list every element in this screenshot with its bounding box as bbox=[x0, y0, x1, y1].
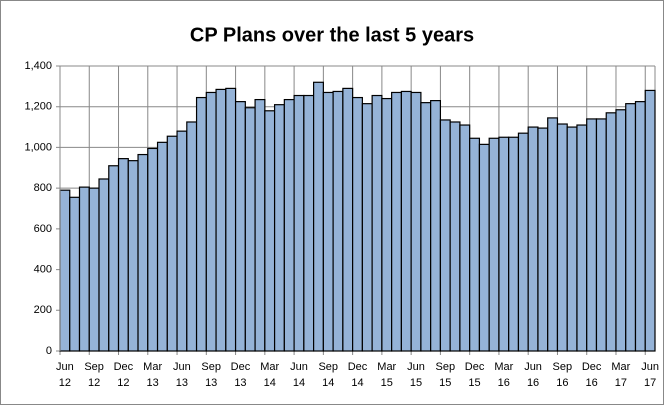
bar bbox=[634, 101, 646, 352]
bar bbox=[625, 103, 637, 352]
x-tick-label: Jun 17 bbox=[641, 361, 659, 389]
bar bbox=[537, 127, 549, 352]
bar bbox=[459, 124, 471, 352]
bar bbox=[605, 112, 617, 352]
x-tick-label: Dec 16 bbox=[582, 361, 602, 389]
bar bbox=[147, 147, 159, 352]
bar bbox=[332, 90, 344, 352]
y-tick-label: 1,000 bbox=[24, 141, 52, 153]
x-tick-label: Mar 17 bbox=[611, 361, 630, 389]
x-tick-label: Sep 13 bbox=[201, 361, 221, 389]
bar bbox=[644, 89, 656, 352]
bar bbox=[371, 94, 383, 352]
x-tick-label: Sep 12 bbox=[84, 361, 104, 389]
y-tick-label: 200 bbox=[34, 304, 52, 316]
y-tick-label: 600 bbox=[34, 223, 52, 235]
bar bbox=[615, 109, 627, 352]
bar bbox=[205, 91, 217, 352]
x-tick-label: Jun 12 bbox=[56, 361, 74, 389]
bar bbox=[156, 141, 168, 352]
y-tick-label: 800 bbox=[34, 182, 52, 194]
bar bbox=[508, 136, 520, 352]
bar bbox=[117, 158, 129, 352]
x-tick-label: Sep 14 bbox=[318, 361, 338, 389]
bar bbox=[498, 136, 510, 352]
bar bbox=[586, 118, 598, 352]
bar bbox=[98, 178, 110, 352]
bar bbox=[244, 107, 256, 352]
bar bbox=[361, 103, 373, 352]
bar bbox=[313, 81, 324, 352]
bar bbox=[186, 121, 198, 352]
x-tick-label: Sep 16 bbox=[553, 361, 573, 389]
bar bbox=[166, 135, 178, 352]
y-tick-label: 1,200 bbox=[24, 101, 52, 113]
bar bbox=[342, 87, 354, 352]
x-tick-label: Mar 13 bbox=[143, 361, 162, 389]
bar bbox=[352, 96, 363, 352]
bar bbox=[391, 91, 402, 352]
bar bbox=[381, 97, 393, 352]
x-tick-label: Jun 14 bbox=[290, 361, 308, 389]
bar bbox=[293, 94, 305, 352]
x-tick-label: Mar 16 bbox=[494, 361, 513, 389]
bar bbox=[439, 119, 451, 352]
bar bbox=[78, 186, 90, 352]
bar bbox=[566, 126, 578, 352]
chart-title: CP Plans over the last 5 years bbox=[190, 24, 474, 46]
bar bbox=[215, 88, 227, 352]
bar bbox=[303, 94, 315, 352]
bar bbox=[59, 189, 71, 352]
bar bbox=[264, 110, 276, 352]
bar bbox=[254, 98, 266, 352]
bar bbox=[410, 91, 422, 352]
bar bbox=[137, 153, 149, 352]
bar bbox=[469, 137, 481, 352]
bar bbox=[127, 160, 139, 352]
bar bbox=[400, 90, 412, 352]
x-tick-label: Dec 13 bbox=[231, 361, 251, 389]
bar bbox=[273, 104, 285, 352]
x-tick-label: Jun 15 bbox=[407, 361, 425, 389]
bar bbox=[225, 87, 237, 352]
bar bbox=[283, 98, 295, 352]
y-tick-label: 400 bbox=[34, 263, 52, 275]
bar bbox=[195, 96, 207, 352]
bar bbox=[88, 187, 100, 352]
bar bbox=[234, 101, 246, 352]
bar bbox=[517, 132, 529, 352]
bar bbox=[527, 126, 539, 352]
bar bbox=[449, 121, 461, 352]
x-tick-label: Dec 14 bbox=[348, 361, 368, 389]
bar bbox=[176, 130, 188, 352]
bar bbox=[547, 117, 559, 352]
x-tick-label: Dec 12 bbox=[114, 361, 134, 389]
x-tick-label: Jun 13 bbox=[173, 361, 191, 389]
x-tick-label: Mar 14 bbox=[260, 361, 279, 389]
bar bbox=[322, 91, 334, 352]
bar bbox=[488, 137, 500, 352]
bar bbox=[556, 123, 568, 352]
y-tick-label: 1,400 bbox=[24, 60, 52, 72]
x-tick-label: Sep 15 bbox=[435, 361, 455, 389]
x-tick-label: Mar 15 bbox=[377, 361, 396, 389]
y-tick-label: 0 bbox=[46, 345, 52, 357]
bar bbox=[576, 124, 588, 352]
bar bbox=[108, 165, 120, 352]
x-tick-label: Dec 15 bbox=[465, 361, 485, 389]
bar bbox=[478, 143, 490, 352]
bar bbox=[595, 118, 607, 352]
bar bbox=[430, 100, 442, 352]
x-tick-label: Jun 16 bbox=[524, 361, 542, 389]
bar bbox=[420, 102, 432, 352]
bar bbox=[69, 196, 81, 352]
